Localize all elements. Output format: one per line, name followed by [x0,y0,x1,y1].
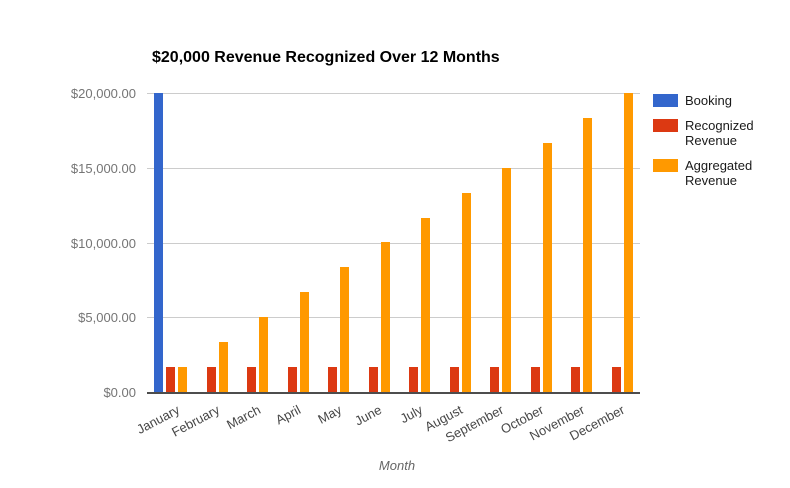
gridline-20000 [154,93,640,94]
y-axis-tick [147,168,154,169]
bar-group-october [519,93,560,392]
bar-recognized-revenue-january [166,367,175,392]
bar-recognized-revenue-september [490,367,499,392]
legend-item-aggregated-revenue: Aggregated Revenue [653,158,765,188]
y-axis-tick [147,317,154,318]
bar-aggregated-revenue-june [380,242,390,392]
bar-group-march [235,93,276,392]
bar-aggregated-revenue-september [502,168,511,392]
y-axis-tick [147,392,154,394]
y-axis-tick-label: $15,000.00 [70,161,136,176]
plot-area [154,93,640,394]
bar-recognized-revenue-february [206,367,216,392]
bar-recognized-revenue-may [328,367,337,392]
bar-aggregated-revenue-march [259,317,268,392]
bar-aggregated-revenue-november [583,118,592,392]
bar-aggregated-revenue-february [218,342,228,392]
bar-recognized-revenue-december [611,367,621,392]
bar-group-december [600,93,641,392]
y-axis-tick [147,93,154,94]
bar-group-july [397,93,438,392]
y-axis-tick [147,243,154,244]
legend-swatch-booking [653,94,678,107]
bar-recognized-revenue-november [571,367,580,392]
legend-label-aggregated-revenue: Aggregated Revenue [685,158,753,188]
bar-aggregated-revenue-january [178,367,187,392]
gridline-5000 [154,317,640,318]
bar-aggregated-revenue-april [299,292,309,392]
y-axis-tick-label: $0.00 [103,385,136,400]
x-axis-title: Month [378,458,416,473]
bar-recognized-revenue-august [449,367,459,392]
bar-groups [154,93,640,392]
bar-group-june [357,93,398,392]
y-axis-tick-label: $5,000.00 [78,310,136,325]
bar-group-november [559,93,600,392]
y-axis-tick-label: $20,000.00 [70,86,136,101]
chart-title: $20,000 Revenue Recognized Over 12 Month… [152,49,500,66]
bar-aggregated-revenue-august [461,193,471,392]
bar-recognized-revenue-october [530,367,540,392]
bar-booking-january [154,93,163,392]
legend-item-booking: Booking [653,93,765,108]
gridline-15000 [154,168,640,169]
y-axis-tick-label: $10,000.00 [70,236,136,251]
bar-aggregated-revenue-december [623,93,633,392]
bar-recognized-revenue-june [368,367,378,392]
bar-group-february [195,93,236,392]
bar-group-april [276,93,317,392]
bar-aggregated-revenue-may [340,267,349,392]
legend: Booking Recognized Revenue Aggregated Reve… [653,93,765,188]
bar-recognized-revenue-march [247,367,256,392]
bar-group-august [438,93,479,392]
legend-label-recognized-revenue: Recognized Revenue [685,118,754,148]
bar-recognized-revenue-july [409,367,418,392]
bar-aggregated-revenue-july [421,218,430,392]
bar-recognized-revenue-april [287,367,297,392]
legend-label-booking: Booking [685,93,732,108]
legend-swatch-aggregated-revenue [653,159,678,172]
gridline-10000 [154,243,640,244]
bar-group-january [154,93,195,392]
legend-item-recognized-revenue: Recognized Revenue [653,118,765,148]
legend-swatch-recognized-revenue [653,119,678,132]
bar-group-september [478,93,519,392]
bar-aggregated-revenue-october [542,143,552,392]
bar-group-may [316,93,357,392]
